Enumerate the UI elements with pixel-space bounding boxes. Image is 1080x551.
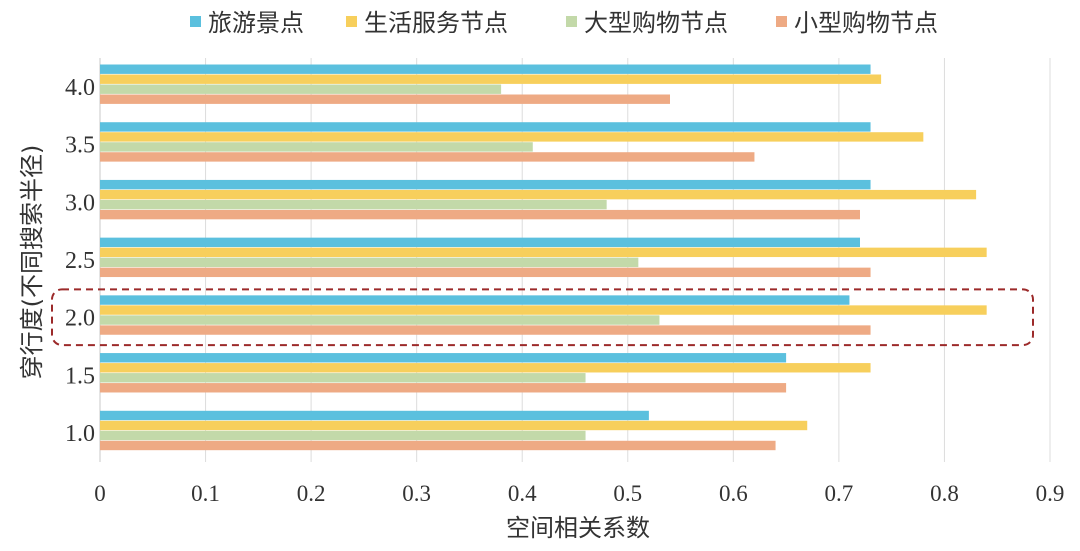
bars — [100, 64, 987, 451]
bar-1.5-series-2 — [100, 363, 871, 373]
y-tick-label: 2.5 — [65, 248, 95, 274]
x-tick-label: 0.1 — [191, 481, 220, 506]
legend-label: 大型购物节点 — [584, 9, 728, 37]
x-tick-label: 0.8 — [930, 481, 959, 506]
bar-3.0-series-3 — [100, 199, 607, 210]
bar-1.0-series-2 — [100, 420, 808, 431]
bar-4.0-series-3 — [100, 84, 502, 94]
legend-swatch — [346, 16, 357, 27]
legend: 旅游景点 生活服务节点 大型购物节点 小型购物节点 — [190, 9, 938, 37]
bar-2.5-series-2 — [100, 247, 987, 258]
x-tick-label: 0 — [94, 481, 106, 506]
bar-3.0-series-1 — [100, 179, 871, 190]
y-tick-label: 3.0 — [65, 190, 95, 216]
bar-3.0-series-4 — [100, 209, 860, 220]
x-tick-label: 0.6 — [719, 481, 748, 506]
legend-swatch — [566, 16, 577, 27]
bar-2.0-series-3 — [100, 315, 660, 325]
bar-4.0-series-4 — [100, 94, 670, 104]
x-tick-label: 0.7 — [825, 481, 854, 506]
y-tick-label: 1.0 — [65, 421, 95, 447]
x-tick-label: 0.9 — [1036, 481, 1065, 506]
x-axis-title: 空间相关系数 — [506, 514, 650, 542]
x-tick-label: 0.2 — [297, 481, 326, 506]
bar-2.5-series-1 — [100, 237, 860, 248]
legend-label: 小型购物节点 — [794, 9, 938, 37]
bar-1.5-series-3 — [100, 373, 586, 383]
bar-1.0-series-4 — [100, 440, 776, 451]
bar-4.0-series-2 — [100, 74, 882, 84]
bar-2.5-series-3 — [100, 257, 639, 268]
x-tick-label: 0.3 — [402, 481, 431, 506]
y-axis-title: 穿行度(不同搜索半径) — [18, 145, 46, 380]
bar-1.5-series-1 — [100, 353, 787, 363]
legend-swatch — [776, 16, 787, 27]
bar-1.0-series-1 — [100, 410, 649, 421]
y-tick-label: 4.0 — [65, 75, 95, 101]
bar-2.0-series-1 — [100, 295, 850, 305]
bar-4.0-series-1 — [100, 64, 871, 74]
bar-3.5-series-4 — [100, 152, 755, 162]
bar-2.0-series-4 — [100, 325, 871, 335]
highlight-box — [51, 288, 1034, 347]
bar-1.5-series-4 — [100, 383, 787, 393]
y-tick-label: 1.5 — [65, 363, 95, 389]
legend-label: 旅游景点 — [208, 9, 304, 37]
legend-label: 生活服务节点 — [364, 9, 508, 37]
bar-3.5-series-3 — [100, 142, 533, 152]
bar-2.5-series-4 — [100, 267, 871, 278]
bar-3.5-series-1 — [100, 122, 871, 132]
y-tick-labels: 1.0 1.5 2.0 2.5 3.0 3.5 4.0 — [65, 75, 95, 447]
x-tick-label: 0.4 — [508, 481, 537, 506]
bar-3.5-series-2 — [100, 132, 924, 142]
bar-1.0-series-3 — [100, 430, 586, 441]
highlight-box-outline — [51, 288, 1034, 347]
bar-3.0-series-2 — [100, 189, 977, 200]
x-tick-labels: 0 0.1 0.2 0.3 0.4 0.5 0.6 0.7 0.8 0.9 — [94, 481, 1064, 506]
y-tick-label: 3.5 — [65, 133, 95, 159]
x-tick-label: 0.5 — [613, 481, 642, 506]
y-tick-label: 2.0 — [65, 306, 95, 332]
bar-2.0-series-2 — [100, 305, 987, 315]
legend-swatch — [190, 16, 201, 27]
